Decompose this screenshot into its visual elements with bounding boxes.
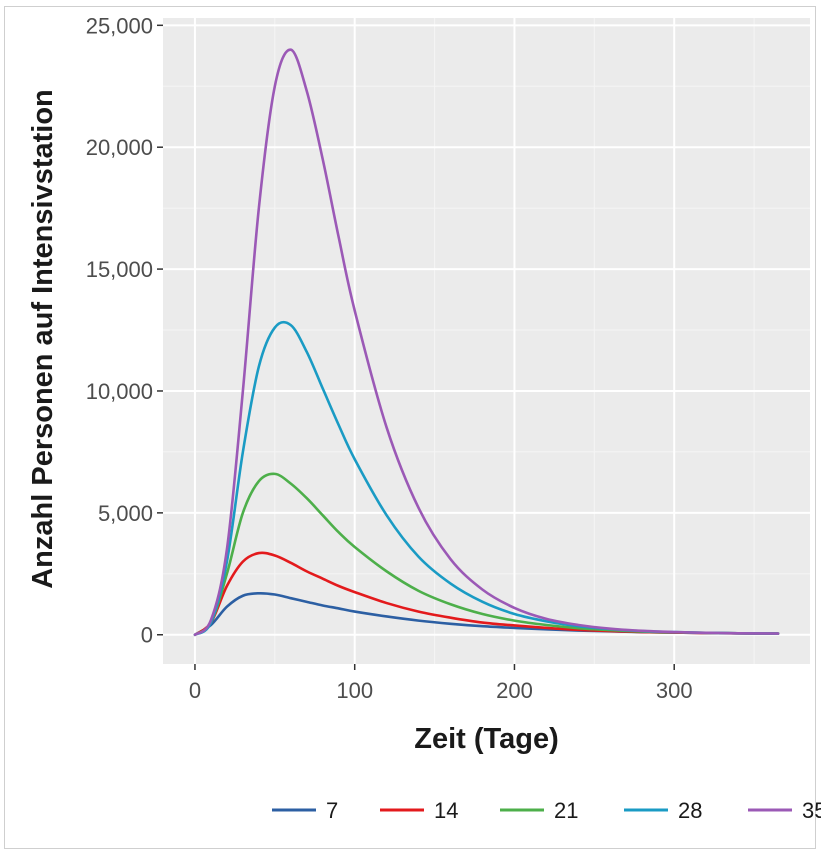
legend-label-35: 35	[802, 798, 821, 823]
x-tick-label: 200	[496, 678, 533, 703]
y-tick-label: 5,000	[98, 501, 153, 526]
series-line-35	[193, 48, 780, 637]
y-axis: 0 5,000 10,000 15,000 20,000 25,000	[86, 13, 163, 648]
legend-label-21: 21	[554, 798, 578, 823]
x-tick-label: 100	[336, 678, 373, 703]
legend-label-28: 28	[678, 798, 702, 823]
x-tick-label: 300	[656, 678, 693, 703]
chart-frame	[4, 6, 816, 849]
x-axis: 0 100 200 300	[189, 664, 693, 703]
x-axis-title: Zeit (Tage)	[414, 723, 558, 755]
y-tick-label: 0	[141, 623, 153, 648]
x-tick-label: 0	[189, 678, 201, 703]
plot-panel	[163, 18, 810, 664]
y-tick-label: 20,000	[86, 135, 153, 160]
legend-label-14: 14	[434, 798, 458, 823]
y-axis-title: Anzahl Personen auf Intensivstation	[27, 89, 59, 589]
legend: 7 14 21 28 35	[272, 798, 821, 823]
y-tick-label: 10,000	[86, 379, 153, 404]
series-lines	[193, 48, 780, 637]
y-tick-label: 25,000	[86, 13, 153, 38]
y-tick-label: 15,000	[86, 257, 153, 282]
legend-label-7: 7	[326, 798, 338, 823]
grid-minor	[163, 18, 810, 664]
grid-major	[163, 18, 810, 664]
